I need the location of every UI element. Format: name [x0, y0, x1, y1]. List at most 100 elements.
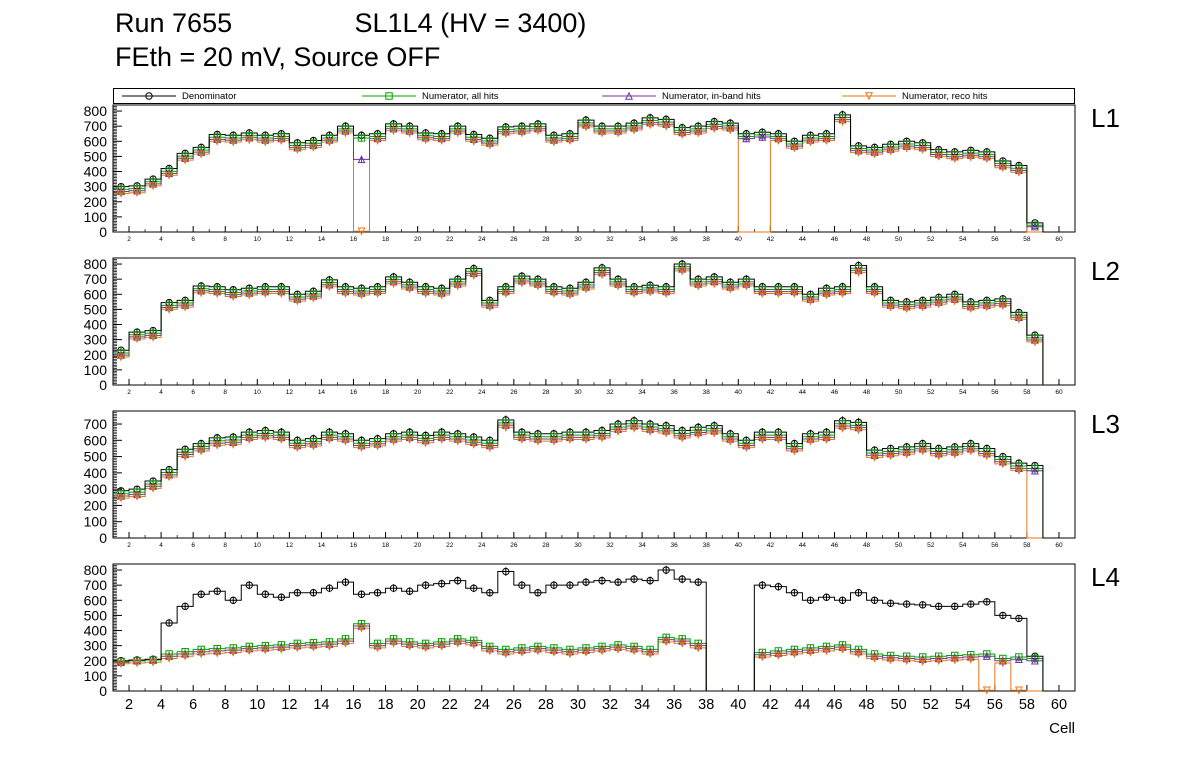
- svg-text:16: 16: [350, 236, 358, 243]
- svg-text:24: 24: [478, 236, 486, 243]
- series-line-numerator-all-hits: [112, 422, 1075, 539]
- svg-text:48: 48: [863, 236, 871, 243]
- svg-text:38: 38: [703, 236, 711, 243]
- svg-text:54: 54: [959, 389, 967, 396]
- x-axis-labels: 2 4 6 8 10 12 14 16 18 20 22 24 26 28 30 32 34 36 38 40 42 44…: [127, 542, 1063, 549]
- svg-text:18: 18: [382, 236, 390, 243]
- title-line-2: FEth = 20 mV, Source OFF: [115, 40, 586, 74]
- svg-text:800: 800: [84, 103, 108, 119]
- svg-text:6: 6: [189, 697, 197, 713]
- svg-text:46: 46: [831, 236, 839, 243]
- svg-text:14: 14: [318, 236, 326, 243]
- svg-text:38: 38: [698, 697, 714, 713]
- svg-text:500: 500: [84, 301, 108, 317]
- svg-text:14: 14: [318, 542, 326, 549]
- svg-text:0: 0: [99, 224, 107, 240]
- svg-text:10: 10: [254, 389, 262, 396]
- svg-text:800: 800: [84, 256, 108, 272]
- series-markers-denominator: [117, 415, 1039, 495]
- svg-text:16: 16: [350, 389, 358, 396]
- svg-text:56: 56: [991, 542, 999, 549]
- svg-text:2: 2: [127, 389, 131, 396]
- svg-text:46: 46: [831, 389, 839, 396]
- svg-text:30: 30: [570, 697, 586, 713]
- svg-text:42: 42: [767, 236, 775, 243]
- svg-text:24: 24: [478, 542, 486, 549]
- svg-text:200: 200: [84, 194, 108, 210]
- svg-text:12: 12: [281, 697, 297, 713]
- svg-text:200: 200: [84, 497, 108, 513]
- plot-frame: [112, 563, 1076, 692]
- y-axis-ticks: [113, 104, 122, 233]
- svg-text:700: 700: [84, 118, 108, 134]
- svg-text:36: 36: [671, 389, 679, 396]
- svg-text:14: 14: [313, 697, 329, 713]
- svg-text:54: 54: [959, 542, 967, 549]
- svg-text:18: 18: [382, 542, 390, 549]
- svg-text:2: 2: [125, 697, 133, 713]
- svg-text:50: 50: [895, 236, 903, 243]
- svg-text:24: 24: [474, 697, 490, 713]
- svg-text:100: 100: [84, 209, 108, 225]
- legend: Denominator Numerator, all hits Numerator,…: [113, 88, 1075, 104]
- svg-text:52: 52: [927, 542, 935, 549]
- y-axis-ticks: [113, 410, 122, 539]
- svg-text:100: 100: [84, 362, 108, 378]
- series-line-denominator: [112, 569, 1075, 692]
- svg-text:8: 8: [221, 697, 229, 713]
- svg-text:8: 8: [223, 542, 227, 549]
- svg-text:46: 46: [831, 542, 839, 549]
- triangle-up-marker-icon: [602, 91, 656, 100]
- svg-text:12: 12: [286, 236, 294, 243]
- svg-text:54: 54: [959, 236, 967, 243]
- svg-text:12: 12: [286, 389, 294, 396]
- title-line-1: Run 7655 SL1L4 (HV = 3400): [115, 6, 586, 40]
- svg-text:26: 26: [506, 697, 522, 713]
- svg-text:10: 10: [249, 697, 265, 713]
- x-axis-labels: 2 4 6 8 10 12 14 16 18 20 22 24 26 28 30 32 34 36 38 40 42 44…: [127, 389, 1063, 396]
- series-markers-numerator-in-band-hits: [117, 621, 1039, 666]
- svg-text:4: 4: [159, 389, 163, 396]
- svg-text:28: 28: [538, 697, 554, 713]
- svg-text:60: 60: [1055, 389, 1063, 396]
- svg-text:26: 26: [510, 236, 518, 243]
- svg-text:30: 30: [574, 389, 582, 396]
- svg-text:34: 34: [634, 697, 650, 713]
- series-markers-denominator: [117, 565, 1039, 665]
- svg-text:18: 18: [382, 389, 390, 396]
- svg-text:32: 32: [606, 236, 614, 243]
- svg-text:400: 400: [84, 465, 108, 481]
- svg-text:58: 58: [1023, 389, 1031, 396]
- series-markers-numerator-reco-hits: [117, 423, 1023, 503]
- svg-text:34: 34: [638, 236, 646, 243]
- circle-marker-icon: [122, 92, 176, 100]
- svg-text:56: 56: [991, 389, 999, 396]
- svg-text:52: 52: [927, 389, 935, 396]
- series-markers-numerator-in-band-hits: [117, 264, 1039, 359]
- svg-text:100: 100: [84, 668, 108, 684]
- svg-text:4: 4: [159, 236, 163, 243]
- svg-text:38: 38: [703, 389, 711, 396]
- svg-text:28: 28: [542, 542, 550, 549]
- svg-text:700: 700: [84, 416, 108, 432]
- svg-text:20: 20: [414, 389, 422, 396]
- svg-text:40: 40: [735, 542, 743, 549]
- svg-text:40: 40: [735, 236, 743, 243]
- svg-text:12: 12: [286, 542, 294, 549]
- svg-text:300: 300: [84, 332, 108, 348]
- svg-text:0: 0: [99, 530, 107, 546]
- legend-label: Numerator, in-band hits: [662, 90, 761, 102]
- svg-text:60: 60: [1055, 542, 1063, 549]
- legend-item-denominator: Denominator: [114, 90, 354, 102]
- svg-text:16: 16: [350, 542, 358, 549]
- svg-text:52: 52: [923, 697, 939, 713]
- svg-text:28: 28: [542, 389, 550, 396]
- svg-text:48: 48: [863, 542, 871, 549]
- svg-text:32: 32: [602, 697, 618, 713]
- svg-text:100: 100: [84, 514, 108, 530]
- series-line-numerator-in-band-hits: [112, 625, 1075, 692]
- series-markers-numerator-all-hits: [117, 262, 1039, 357]
